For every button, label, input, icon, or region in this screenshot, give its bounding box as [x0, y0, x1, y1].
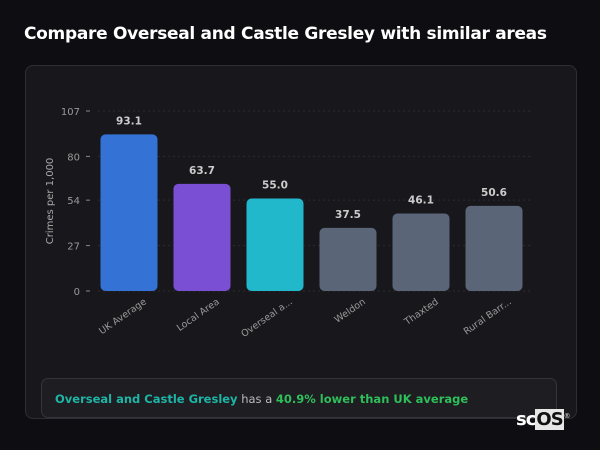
data-label: 50.6: [481, 187, 507, 199]
data-label: 63.7: [189, 165, 215, 177]
comparison-summary: Overseal and Castle Gresley has a 40.9% …: [41, 378, 557, 418]
x-tick-label: UK Average: [97, 296, 149, 337]
comparison-value: 40.9% lower than UK average: [275, 392, 469, 406]
page-title: Compare Overseal and Castle Gresley with…: [24, 24, 547, 44]
bar: [246, 198, 304, 291]
place-name: Overseal and Castle Gresley: [55, 392, 238, 406]
data-label: 46.1: [408, 194, 434, 206]
scos-logo: scOS®: [516, 409, 571, 430]
y-tick-label: 107: [61, 107, 80, 118]
y-tick-label: 0: [74, 287, 80, 298]
summary-text: has a: [241, 392, 273, 406]
data-label: 37.5: [335, 209, 361, 221]
x-tick-label: Thaxted: [402, 296, 441, 328]
data-label: 55.0: [262, 179, 288, 191]
bar: [392, 213, 450, 291]
y-tick-label: 54: [67, 196, 80, 207]
x-tick-label: Local Area: [175, 296, 222, 333]
bar: [100, 134, 158, 291]
bar: [465, 205, 523, 291]
y-tick-label: 80: [67, 152, 80, 163]
x-tick-label: Rural Barr...: [462, 296, 514, 337]
bar: [173, 183, 231, 291]
bar: [319, 227, 377, 291]
data-label: 93.1: [116, 115, 142, 127]
y-axis-label: Crimes per 1,000: [45, 158, 56, 245]
x-tick-label: Weldon: [333, 296, 368, 325]
y-tick-label: 27: [67, 242, 80, 253]
x-tick-label: Overseal a...: [239, 296, 294, 339]
